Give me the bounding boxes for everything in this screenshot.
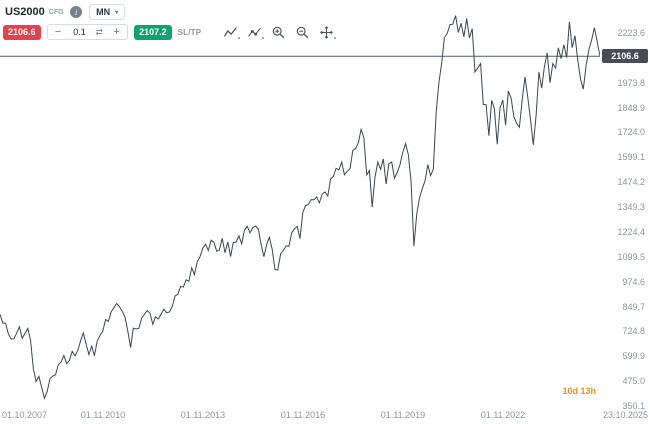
quantity-stepper: − 0.1 ⇄ +: [46, 24, 129, 40]
price-tick-label: 849.7: [622, 302, 645, 312]
zoom-out-icon[interactable]: [295, 25, 310, 40]
instrument-symbol: US2000: [5, 6, 45, 18]
price-tick-label: 1599.1: [617, 152, 645, 162]
candle-countdown: 10d 13h: [562, 386, 596, 396]
price-tick-label: 350.1: [622, 401, 645, 411]
chart-type-icon[interactable]: [223, 25, 241, 40]
price-tick-label: 1099.5: [617, 252, 645, 262]
sltp-button[interactable]: SL/TP: [177, 27, 202, 37]
price-tick-label: 1474.2: [617, 177, 645, 187]
buy-price-button[interactable]: 2107.2: [134, 24, 172, 40]
instrument-type-label: CFD: [48, 8, 64, 16]
time-tick-label: 01.11.2013: [180, 410, 226, 420]
pan-icon[interactable]: [319, 25, 337, 40]
quantity-units-icon[interactable]: ⇄: [95, 26, 104, 37]
time-axis[interactable]: 01.10.2007 01.11.2010 01.11.2013 01.11.2016…: [0, 406, 650, 424]
price-tick-label: 1224.4: [617, 227, 645, 237]
quantity-increase-button[interactable]: +: [111, 26, 122, 38]
time-tick-label: 01.10.2007: [2, 410, 48, 420]
price-tick-label: 2223.6: [617, 28, 645, 38]
timeframe-value: MN: [96, 7, 111, 17]
price-tick-label: 599.9: [622, 351, 645, 361]
chart-tools: [223, 25, 337, 40]
indicators-icon[interactable]: [247, 25, 265, 40]
instrument-header: US2000 CFD i MN ▾: [5, 4, 126, 20]
price-tick-label: 974.6: [622, 277, 645, 287]
price-tick-label: 1349.3: [617, 202, 645, 212]
price-tick-label: 1973.8: [617, 78, 645, 88]
zoom-in-icon[interactable]: [271, 25, 286, 40]
sell-price-button[interactable]: 2106.6: [3, 24, 41, 40]
time-tick-label: 01.11.2019: [380, 410, 426, 420]
info-icon[interactable]: i: [70, 6, 83, 18]
price-tick-label: 1848.9: [617, 103, 645, 113]
time-tick-label: 23.10.2025: [602, 410, 648, 420]
quantity-decrease-button[interactable]: −: [53, 26, 64, 38]
price-axis[interactable]: 2223.6 1973.8 1848.9 1724.0 1599.1 1474.2 1349…: [600, 0, 650, 424]
price-tick-label: 475.0: [622, 376, 645, 386]
timeframe-dropdown[interactable]: MN ▾: [89, 4, 126, 20]
current-price-badge: 2106.6: [602, 49, 648, 63]
time-tick-label: 01.11.2022: [480, 410, 526, 420]
time-tick-label: 01.11.2016: [280, 410, 326, 420]
order-toolbar: 2106.6 − 0.1 ⇄ + 2107.2 SL/TP: [3, 24, 337, 40]
price-tick-label: 1724.0: [617, 127, 645, 137]
price-series-line: [0, 15, 601, 400]
time-tick-label: 01.11.2010: [80, 410, 126, 420]
price-tick-label: 724.8: [622, 326, 645, 336]
chevron-down-icon: ▾: [115, 9, 119, 16]
quantity-value[interactable]: 0.1: [73, 27, 86, 37]
